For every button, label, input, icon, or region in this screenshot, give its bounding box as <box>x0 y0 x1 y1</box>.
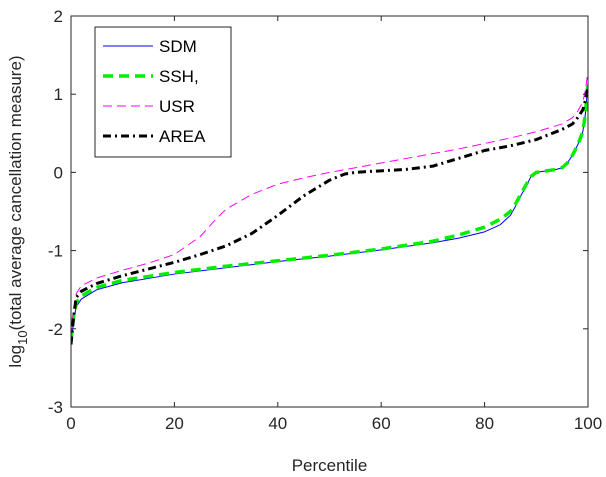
series-line-usr <box>71 70 588 337</box>
y-tick-label: 2 <box>54 7 63 26</box>
y-tick-label: -1 <box>48 242 63 261</box>
y-axis-label-subscript: 10 <box>15 330 30 344</box>
plot-frame <box>70 15 589 408</box>
x-tick-label: 100 <box>574 414 602 433</box>
y-tick-label: 0 <box>54 163 63 182</box>
series-layer <box>71 70 588 345</box>
x-tick-label: 60 <box>372 414 391 433</box>
series-line-area <box>71 86 588 345</box>
y-axis-label: log10(total average cancellation measure… <box>6 55 30 367</box>
legend-label: AREA <box>159 127 206 146</box>
x-axis-label: Percentile <box>292 456 368 475</box>
series-line-ssh <box>71 82 588 341</box>
ticks-layer <box>70 15 589 408</box>
y-tick-label: 1 <box>54 85 63 104</box>
y-axis-label-rest: (total average cancellation measure) <box>6 55 25 330</box>
x-tick-label: 40 <box>268 414 287 433</box>
x-tick-label: 20 <box>165 414 184 433</box>
legend-label: SDM <box>159 37 197 56</box>
y-axis-label-main: log <box>6 345 25 368</box>
legend: SDM SSH, USR AREA <box>94 26 232 158</box>
y-tick-label: -2 <box>48 320 63 339</box>
x-tick-label: 80 <box>475 414 494 433</box>
y-tick-label: -3 <box>48 398 63 417</box>
legend-box <box>94 26 232 158</box>
legend-label: SSH, <box>159 67 199 86</box>
legend-label: USR <box>159 97 195 116</box>
tick-labels-layer: 0 20 40 60 80 100 -3 -2 -1 0 1 2 <box>48 7 602 433</box>
x-tick-label: 0 <box>66 414 75 433</box>
